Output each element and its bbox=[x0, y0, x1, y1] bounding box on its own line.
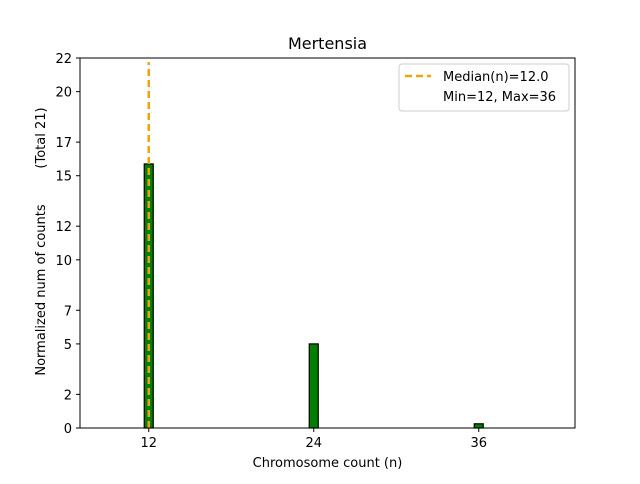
y-tick-label-15: 15 bbox=[55, 170, 72, 185]
y-tick-label-7: 7 bbox=[64, 304, 72, 319]
y-tick-label-0: 0 bbox=[64, 422, 72, 437]
legend-box bbox=[398, 63, 570, 112]
y-tick-label-17: 17 bbox=[55, 136, 72, 151]
y-tick-label-20: 20 bbox=[55, 86, 72, 101]
x-axis-label: Chromosome count (n) bbox=[253, 456, 403, 471]
bar-36 bbox=[473, 423, 484, 429]
y-axis-label: Normalized num of counts bbox=[34, 204, 49, 375]
y-tick-label-12: 12 bbox=[55, 220, 72, 235]
x-tick-label-24: 24 bbox=[305, 436, 322, 451]
y-tick-label-5: 5 bbox=[64, 338, 72, 353]
x-tick-label-36: 36 bbox=[470, 436, 487, 451]
legend-minmax-label: Min=12, Max=36 bbox=[443, 90, 556, 105]
y-tick-label-2: 2 bbox=[64, 388, 72, 403]
y-ticks: 0 2 5 7 10 12 15 17 20 22 bbox=[55, 52, 80, 437]
bar-24 bbox=[308, 343, 319, 429]
legend-median-label: Median(n)=12.0 bbox=[443, 70, 549, 85]
chart-title: Mertensia bbox=[288, 34, 367, 53]
y-axis-total-label: (Total 21) bbox=[34, 107, 49, 168]
y-tick-label-10: 10 bbox=[55, 254, 72, 269]
x-tick-label-12: 12 bbox=[140, 436, 157, 451]
x-ticks: 12 24 36 bbox=[140, 428, 487, 451]
legend: Median(n)=12.0 Min=12, Max=36 bbox=[398, 63, 570, 112]
plot-frame bbox=[79, 57, 576, 429]
y-tick-label-22: 22 bbox=[55, 52, 72, 67]
